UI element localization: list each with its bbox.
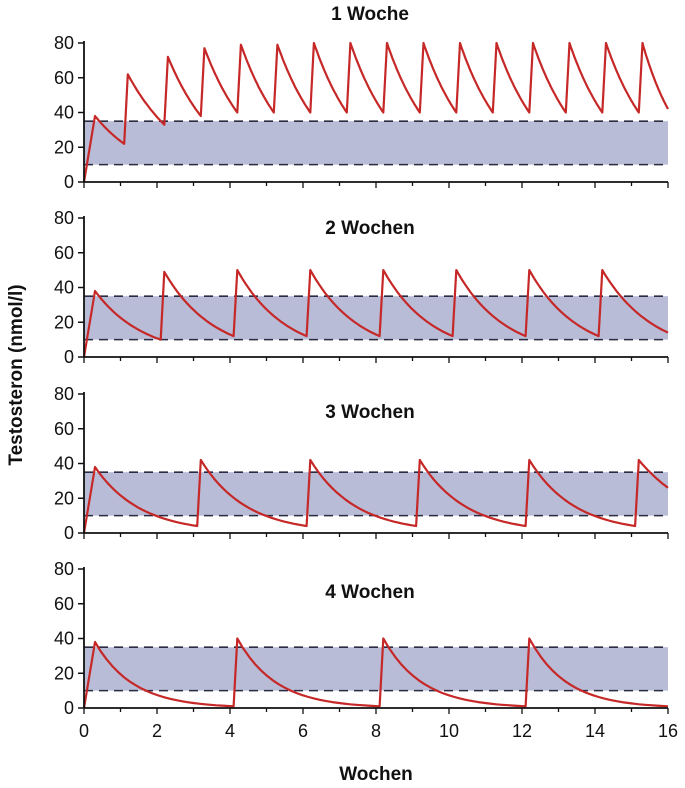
y-tick-label: 0 — [64, 523, 74, 543]
y-tick-label: 0 — [64, 347, 74, 367]
x-tick-label: 2 — [152, 721, 162, 741]
reference-band — [84, 647, 668, 691]
panel-title: 4 Wochen — [325, 582, 414, 603]
y-tick-label: 80 — [54, 559, 74, 579]
testosterone-curve — [82, 41, 669, 183]
y-tick-label: 80 — [54, 384, 74, 404]
x-tick-label: 14 — [585, 721, 605, 741]
y-tick-label: 20 — [54, 663, 74, 683]
y-tick-label: 40 — [54, 278, 74, 298]
chart-panel-4: 0 20 40 60 80 0 2 4 6 8 10 12 14 16 4 Wochen — [54, 559, 678, 741]
y-tick-label: 0 — [64, 172, 74, 192]
chart-panel-3: 0 20 40 60 80 3 Wochen — [54, 384, 669, 543]
y-tick-label: 40 — [54, 454, 74, 474]
x-tick-label: 12 — [512, 721, 532, 741]
y-tick-label: 60 — [54, 243, 74, 263]
y-tick-label: 80 — [54, 33, 74, 53]
reference-band — [84, 121, 668, 165]
x-axis-label: Wochen — [339, 764, 413, 785]
y-axis-label: Testosteron (nmol/l) — [6, 284, 27, 465]
panel-title: 3 Wochen — [325, 402, 414, 423]
testosterone-curve — [82, 458, 669, 534]
y-tick-label: 20 — [54, 137, 74, 157]
x-tick-label: 16 — [658, 721, 678, 741]
panel-title: 2 Wochen — [325, 218, 414, 239]
y-tick-label: 60 — [54, 68, 74, 88]
reference-band — [84, 296, 668, 340]
x-tick-label: 4 — [225, 721, 235, 741]
testosterone-curve — [82, 269, 669, 358]
panel-title: 1 Woche — [331, 4, 409, 25]
x-tick-label: 0 — [79, 721, 89, 741]
chart-panel-1: 0 20 40 60 80 1 Woche — [54, 4, 669, 192]
y-tick-label: 20 — [54, 488, 74, 508]
chart-panel-2: 0 20 40 60 80 2 Wochen — [54, 208, 669, 367]
y-tick-label: 40 — [54, 103, 74, 123]
y-tick-label: 80 — [54, 208, 74, 228]
x-tick-label: 8 — [371, 721, 381, 741]
y-tick-label: 60 — [54, 594, 74, 614]
y-tick-label: 60 — [54, 419, 74, 439]
y-tick-label: 40 — [54, 629, 74, 649]
y-tick-label: 0 — [64, 698, 74, 718]
y-tick-label: 20 — [54, 312, 74, 332]
testosterone-curve — [82, 637, 669, 709]
reference-band — [84, 472, 668, 516]
x-tick-label: 6 — [298, 721, 308, 741]
x-tick-label: 10 — [439, 721, 459, 741]
